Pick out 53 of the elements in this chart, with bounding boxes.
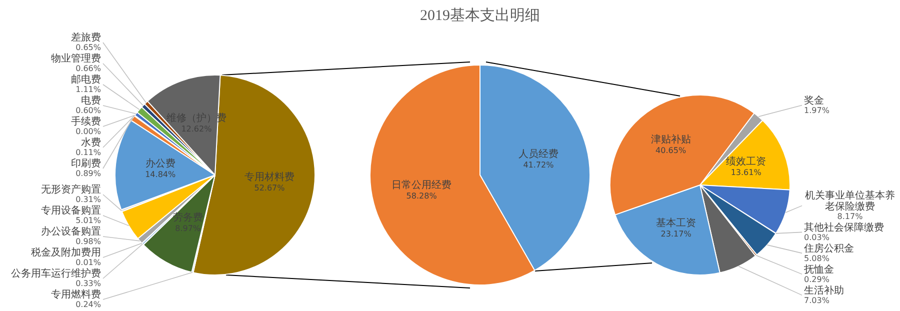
slice-label: 印刷费 (71, 158, 101, 170)
slice-label: 办公设备购置 (41, 226, 101, 238)
slice-label: 办公费 (145, 157, 176, 170)
data-label: 58.28% (406, 192, 438, 201)
slice-label: 奖金 (804, 94, 824, 106)
slice-label: 日常公用经费 (392, 179, 452, 192)
data-label: 8.17% (837, 212, 864, 221)
data-label: 41.72% (523, 160, 554, 170)
data-label: 13.61% (730, 168, 762, 178)
data-label: 1.97% (804, 106, 830, 115)
slice-label: 专用设备购置 (41, 204, 101, 217)
data-label: 0.60% (76, 106, 102, 116)
data-label: 7.03% (804, 296, 830, 305)
data-label: 0.03% (804, 232, 830, 242)
chart-title: 2019基本支出明细 (419, 6, 541, 25)
data-label: 1.11% (76, 85, 102, 94)
slice-label: 机关事业单位基本养老保险缴费 (805, 189, 895, 212)
slice-label: 人员经费 (518, 148, 558, 160)
slice-label: 生活补助 (804, 284, 844, 296)
data-label: 0.33% (76, 279, 102, 288)
slice-label: 专用燃料费 (51, 288, 101, 301)
data-label: 0.11% (76, 148, 102, 158)
data-label: 0.29% (804, 274, 830, 284)
data-label: 40.65% (656, 146, 686, 156)
slice-label: 津贴补贴 (650, 134, 691, 146)
slice-label: 水费 (81, 136, 101, 149)
data-label: 5.01% (76, 216, 102, 226)
slice-label: 物业管理费 (51, 52, 101, 65)
slice-label: 抚恤金 (803, 263, 834, 276)
text: 0.00% (76, 127, 101, 136)
slice-label: 基本工资 (656, 216, 696, 229)
slice-label: 税金及附加费用 (31, 246, 101, 259)
data-label: 0.98% (76, 237, 102, 246)
slice-label: 专用材料费 (244, 171, 294, 184)
data-label: 14.84% (145, 170, 176, 179)
data-label: 0.65% (76, 43, 102, 52)
slice-label: 邮电费 (71, 74, 101, 86)
data-label: 5.08% (804, 254, 830, 263)
data-label: 23.17% (660, 229, 692, 238)
slice-label: 无形资产购置 (41, 184, 101, 196)
slice-label: 差旅费 (71, 32, 101, 44)
slice-label: 电费 (81, 94, 101, 107)
legend-label: 手续费 (71, 116, 101, 128)
slice-label: 住房公积金 (804, 242, 854, 254)
slice-label: 其他社会保障缴费 (804, 221, 884, 234)
data-label: 52.67% (254, 184, 286, 193)
data-label: 0.31% (76, 195, 102, 204)
data-label: 0.66% (76, 64, 102, 74)
data-label: 0.24% (76, 300, 102, 310)
slice-label: 公务用车运行维护费 (11, 268, 101, 280)
data-label: 0.01% (76, 258, 102, 268)
data-label: 0.89% (76, 169, 102, 178)
slice-label: 绩效工资 (726, 156, 766, 168)
